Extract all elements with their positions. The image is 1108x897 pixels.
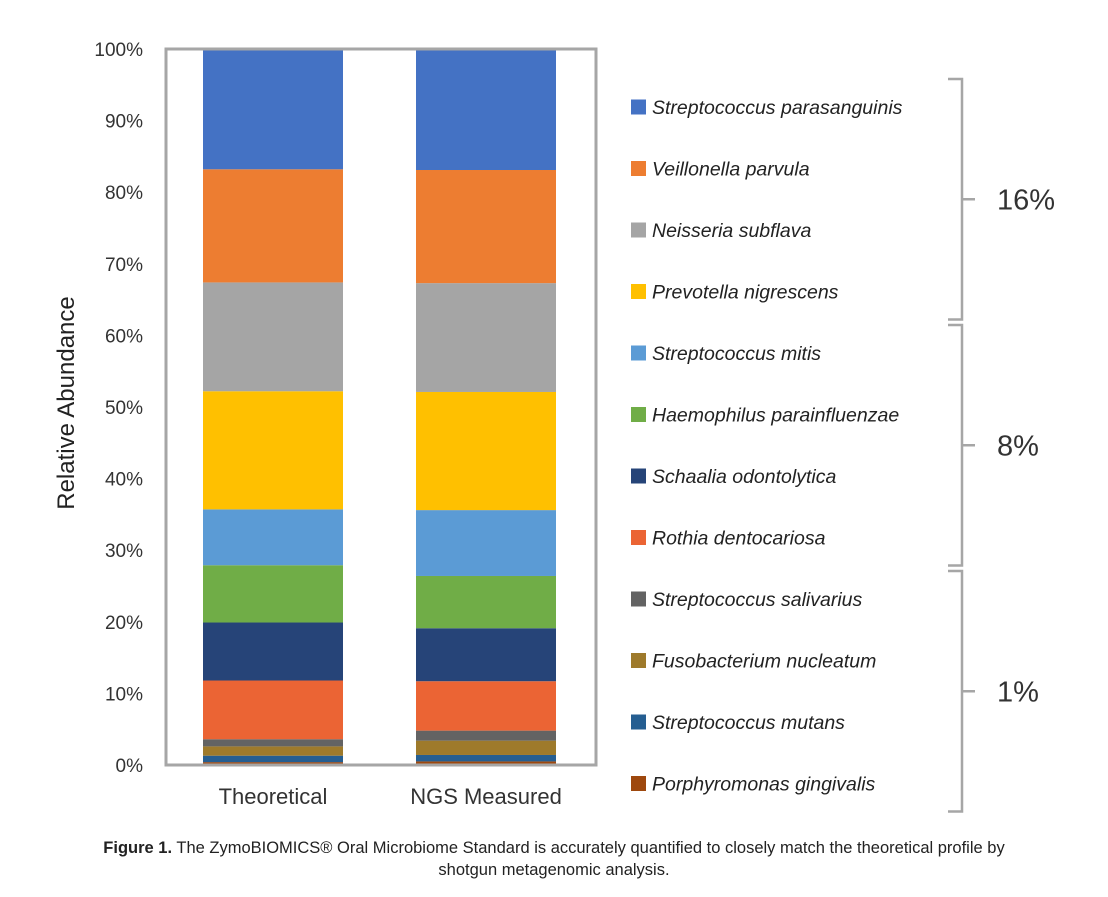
y-tick-label: 10% [105,684,143,705]
y-axis-label: Relative Abundance [53,296,80,510]
legend-swatch [631,99,646,115]
legend-group: 1% [948,569,1039,813]
legend-swatch [631,591,646,607]
plot-frame [164,47,598,767]
figure-caption: Figure 1. The ZymoBIOMICS® Oral Microbio… [100,837,1008,881]
legend-swatch [631,468,646,484]
bar-ngs-measured-prevotella-nigrescens [416,391,556,511]
caption-label: Figure 1. [103,839,173,857]
bar-theoretical-schaalia-odontolytica [203,622,343,681]
y-tick-label: 30% [105,541,143,562]
bar-ngs-measured-streptococcus-salivarius [416,730,556,741]
bar-ngs-measured-neisseria-subflava [416,283,556,392]
legend-item: Streptococcus salivarius [631,589,863,611]
legend-swatch [631,345,646,361]
legend-item: Neisseria subflava [631,220,811,242]
legend-label: Neisseria subflava [652,220,811,242]
legend-item: Prevotella nigrescens [631,282,839,304]
legend-label: Porphyromonas gingivalis [652,774,876,796]
y-tick-label: 100% [94,40,143,61]
y-tick-label: 60% [105,326,143,347]
bar-theoretical-streptococcus-mutans [203,755,343,763]
y-tick-label: 90% [105,112,143,133]
legend: Streptococcus parasanguinis Veillonella p… [631,97,903,796]
group-label: 16% [997,184,1055,216]
bar-theoretical-veillonella-parvula [203,169,343,283]
legend-item: Schaalia odontolytica [631,466,836,488]
legend-item: Fusobacterium nucleatum [631,651,876,673]
bar-theoretical-streptococcus-parasanguinis [203,49,343,170]
legend-item: Streptococcus mitis [631,343,821,365]
legend-group: 8% [948,323,1039,567]
legend-item: Streptococcus mutans [631,712,845,734]
y-tick-label: 0% [116,756,144,777]
bar-theoretical-neisseria-subflava [203,282,343,392]
bars-group [203,49,556,765]
bar-ngs-measured-streptococcus-mitis [416,510,556,576]
group-label: 1% [997,676,1039,708]
legend-item: Streptococcus parasanguinis [631,97,903,119]
legend-swatch [631,407,646,422]
y-axis-ticks: 0% 10% 20% 30% 40% 50% 60% 70% 80% 90% 100% [94,40,143,777]
bar-theoretical-prevotella-nigrescens [203,391,343,510]
legend-swatch [631,714,646,730]
legend-label: Streptococcus mutans [652,712,845,734]
x-tick-label: Theoretical [219,784,328,809]
y-tick-label: 20% [105,613,143,634]
group-bracket [948,77,975,321]
bar-ngs-measured-rothia-dentocariosa [416,681,556,731]
legend-label: Prevotella nigrescens [652,282,839,304]
group-bracket [948,569,975,813]
legend-group-brackets: 16% 8% 1% [948,77,1055,813]
legend-label: Streptococcus salivarius [652,589,863,611]
bar-theoretical-streptococcus-salivarius [203,739,343,747]
legend-swatch [631,161,646,176]
legend-group: 16% [948,77,1055,321]
bar-ngs-measured-streptococcus-parasanguinis [416,49,556,171]
bar-ngs-measured-veillonella-parvula [416,170,556,284]
group-bracket [948,323,975,567]
legend-label: Haemophilus parainfluenzae [652,405,899,427]
y-tick-label: 80% [105,183,143,204]
x-axis-ticks: Theoretical NGS Measured [219,784,562,809]
bar-ngs-measured-porphyromonas-gingivalis [416,761,556,765]
bar-ngs-measured-schaalia-odontolytica [416,628,556,682]
legend-label: Veillonella parvula [652,159,810,181]
legend-swatch [631,530,646,545]
group-label: 8% [997,430,1039,462]
bar-ngs-measured-haemophilus-parainfluenzae [416,575,556,629]
legend-item: Rothia dentocariosa [631,528,826,550]
caption-text: The ZymoBIOMICS® Oral Microbiome Standar… [176,839,1005,879]
y-tick-label: 50% [105,398,143,419]
legend-item: Haemophilus parainfluenzae [631,405,899,427]
legend-item: Porphyromonas gingivalis [631,774,876,796]
legend-swatch [631,776,646,791]
bar-theoretical-rothia-dentocariosa [203,680,343,740]
legend-swatch [631,653,646,668]
bar-ngs-measured-fusobacterium-nucleatum [416,740,556,755]
bar-theoretical-streptococcus-mitis [203,509,343,566]
stacked-bar-chart: 0% 10% 20% 30% 40% 50% 60% 70% 80% 90% 100% Theore… [53,40,1055,813]
bar-theoretical-haemophilus-parainfluenzae [203,565,343,623]
x-tick-label: NGS Measured [410,784,562,809]
bar-ngs-measured-streptococcus-mutans [416,754,556,762]
y-tick-label: 70% [105,255,143,276]
y-tick-label: 40% [105,470,143,491]
legend-label: Fusobacterium nucleatum [652,651,876,673]
legend-label: Schaalia odontolytica [652,466,836,488]
legend-label: Rothia dentocariosa [652,528,826,550]
legend-swatch [631,222,646,238]
bar-theoretical-fusobacterium-nucleatum [203,746,343,756]
legend-item: Veillonella parvula [631,159,810,181]
legend-swatch [631,284,646,299]
legend-label: Streptococcus parasanguinis [652,97,903,119]
legend-label: Streptococcus mitis [652,343,821,365]
